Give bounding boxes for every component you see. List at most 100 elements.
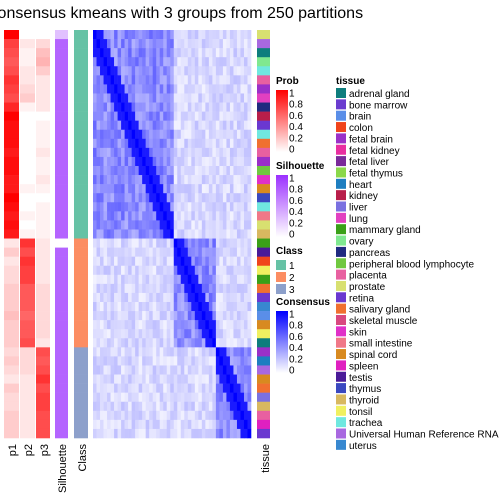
consensus-cell [236, 265, 241, 276]
consensus-cell [121, 410, 125, 421]
consensus-cell [152, 401, 157, 412]
consensus-cell [173, 175, 178, 185]
consensus-cell [177, 30, 182, 40]
consensus-cell [138, 410, 143, 421]
consensus-cell [138, 202, 143, 212]
consensus-cell [205, 428, 210, 439]
tissue-legend-swatch [336, 292, 346, 303]
p2-cell [20, 374, 35, 384]
consensus-cell [222, 111, 227, 121]
consensus-cell [170, 329, 175, 339]
consensus-cell [96, 419, 101, 430]
p1-cell [4, 84, 19, 94]
consensus-cell [177, 184, 182, 194]
consensus-cell [121, 129, 125, 140]
consensus-cell [194, 39, 199, 49]
consensus-cell [138, 84, 143, 94]
consensus-cell [166, 138, 171, 149]
consensus-cell [212, 229, 217, 239]
consensus-cell [96, 229, 101, 239]
consensus-cell [240, 365, 245, 375]
consensus-cell [236, 39, 241, 49]
consensus-cell [240, 320, 245, 330]
class-cell [74, 401, 88, 412]
consensus-cell [212, 166, 217, 176]
consensus-cell [121, 166, 125, 176]
consensus-cell [191, 39, 196, 49]
p3-cell [36, 66, 50, 76]
consensus-cell [159, 156, 164, 167]
consensus-cell [180, 292, 185, 303]
consensus-cell [145, 48, 150, 58]
consensus-cell [152, 256, 157, 267]
consensus-cell [93, 311, 97, 321]
consensus-cell [229, 256, 234, 267]
consensus-cell [96, 147, 101, 158]
consensus-cell [135, 292, 139, 303]
consensus-cell [110, 111, 115, 121]
consensus-cell [208, 30, 213, 40]
consensus-cell [236, 338, 241, 348]
consensus-cell [236, 156, 241, 167]
consensus-cell [110, 410, 115, 421]
consensus-cell [142, 220, 146, 230]
consensus-cell [124, 320, 129, 330]
consensus-cell [240, 347, 245, 357]
consensus-cell [229, 66, 234, 76]
consensus-cell [100, 138, 104, 149]
consensus-cell [152, 383, 157, 393]
consensus-cell [194, 102, 199, 112]
consensus-cell [201, 256, 206, 267]
consensus-cell [208, 147, 213, 158]
consensus-cell [212, 356, 217, 366]
consensus-cell [103, 265, 108, 276]
p1-cell [4, 193, 19, 203]
consensus-cell [208, 211, 213, 221]
consensus-cell [208, 238, 213, 248]
consensus-cell [229, 93, 234, 103]
consensus-cell [107, 75, 111, 85]
consensus-cell [93, 238, 97, 248]
consensus-cell [166, 410, 171, 421]
consensus-cell [110, 347, 115, 357]
consensus-cell [173, 374, 178, 384]
consensus-cell [205, 48, 210, 58]
consensus-cell [170, 39, 175, 49]
consensus-cell [184, 392, 189, 403]
p3-cell [36, 338, 50, 348]
consensus-cell [212, 211, 217, 221]
consensus-cell [131, 166, 136, 176]
tissue-legend-label: bone marrow [349, 100, 408, 111]
consensus-cell [96, 356, 101, 366]
consensus-cell [114, 66, 118, 76]
consensus-cell [243, 93, 248, 103]
consensus-cell [96, 129, 101, 140]
consensus-cell [201, 292, 206, 303]
consensus-cell [212, 156, 217, 167]
consensus-cell [166, 383, 171, 393]
consensus-cell [212, 30, 217, 40]
consensus-cell [135, 84, 139, 94]
consensus-cell [93, 374, 97, 384]
consensus-cell [180, 401, 185, 412]
consensus-cell [135, 120, 139, 131]
consensus-cell [156, 374, 161, 384]
consensus-cell [229, 365, 234, 375]
consensus-cell [219, 84, 224, 94]
consensus-cell [142, 30, 146, 40]
consensus-cell [103, 238, 108, 248]
consensus-cell [222, 265, 227, 276]
consensus-cell [240, 211, 245, 221]
consensus-cell [194, 265, 199, 276]
consensus-cell [184, 365, 189, 375]
consensus-cell [107, 129, 111, 140]
consensus-cell [93, 30, 97, 40]
consensus-cell [107, 365, 111, 375]
consensus-cell [180, 48, 185, 58]
consensus-cell [145, 320, 150, 330]
consensus-cell [166, 129, 171, 140]
consensus-cell [103, 166, 108, 176]
consensus-cell [215, 383, 220, 393]
tissue-cell [257, 93, 270, 103]
consensus-cell [138, 392, 143, 403]
